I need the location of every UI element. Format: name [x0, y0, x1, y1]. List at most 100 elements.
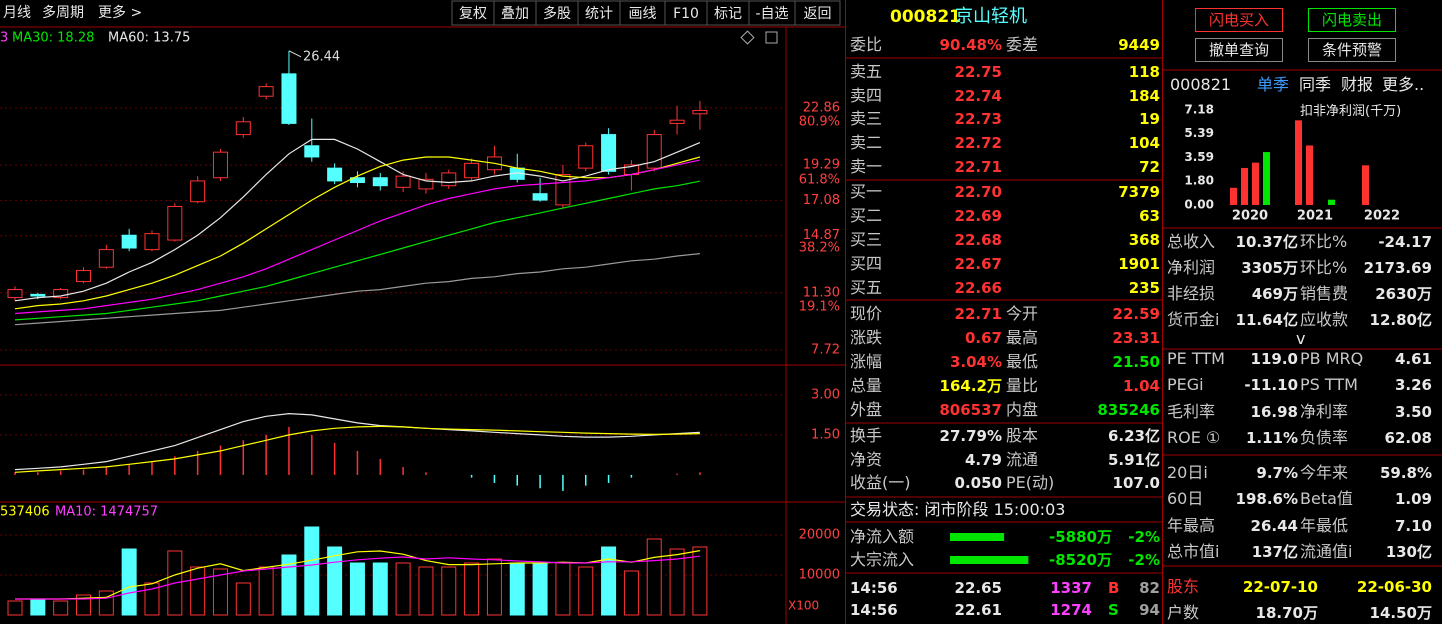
value: 4.61 — [1394, 350, 1432, 368]
label: 60日 — [1167, 489, 1204, 508]
volume-bar — [395, 562, 411, 616]
toolbar-button[interactable] — [794, 0, 841, 26]
toolbar-label[interactable]: 叠加 — [501, 6, 529, 22]
y-tick-label: 7.72 — [811, 342, 840, 357]
label: 净流入额 — [850, 527, 915, 546]
price: 22.68 — [954, 231, 1002, 249]
toolbar-label[interactable]: 画线 — [629, 6, 657, 22]
side: B — [1108, 579, 1120, 597]
value: 198.6% — [1235, 490, 1298, 508]
label: 收益(一) — [850, 473, 911, 492]
max-annotation: 26.44 — [303, 49, 340, 64]
count: 94 — [1139, 601, 1160, 619]
candle-body — [281, 73, 297, 124]
action-button[interactable]: 撤单查询 — [1195, 38, 1283, 62]
bar — [1252, 162, 1259, 205]
action-button[interactable]: 闪电卖出 — [1308, 8, 1396, 32]
value: 18.70万 — [1255, 604, 1318, 622]
label: PB MRQ — [1300, 349, 1364, 368]
volume-bar — [75, 594, 91, 616]
expand-toggle[interactable]: v — [1296, 329, 1306, 348]
volume-bar — [7, 600, 23, 616]
label: 买五 — [850, 278, 883, 297]
volume-bar — [692, 546, 708, 616]
toolbar-button[interactable] — [535, 0, 579, 26]
ma-line — [14, 138, 701, 302]
candle-body — [7, 289, 23, 299]
candle-body — [464, 162, 480, 179]
icon[interactable] — [740, 30, 755, 45]
flow-bar — [950, 556, 1029, 564]
volume-bar — [304, 526, 320, 616]
volume: 184 — [1128, 87, 1160, 105]
toolbar-item: 更多 > — [98, 5, 143, 21]
label: 流通 — [1006, 450, 1039, 469]
candle-body — [692, 109, 708, 115]
value: 14.50万 — [1369, 604, 1432, 622]
bar — [1263, 152, 1270, 205]
label: 最高 — [1006, 328, 1039, 347]
value: 90.48% — [939, 36, 1002, 54]
action-button[interactable]: 条件预警 — [1308, 38, 1396, 62]
volume-ma — [15, 555, 700, 600]
value: 6.23亿 — [1107, 427, 1160, 445]
tab[interactable]: 更多.. — [1382, 75, 1425, 94]
y-tick-label: 22.86 — [803, 101, 840, 116]
toolbar-label[interactable]: 复权 — [459, 5, 487, 22]
bar — [1230, 187, 1237, 205]
toolbar-button[interactable] — [748, 0, 796, 26]
candle-body — [327, 167, 343, 182]
value: 0.67 — [964, 329, 1002, 347]
toolbar-label[interactable]: 多股 — [543, 5, 571, 22]
label: ROE ① — [1167, 428, 1221, 447]
tab[interactable]: 同季 — [1299, 75, 1332, 94]
toolbar-button[interactable] — [451, 0, 495, 26]
candle-body — [258, 86, 274, 97]
label: 量比 — [1006, 376, 1039, 395]
price: 22.75 — [954, 63, 1002, 81]
side: S — [1108, 601, 1119, 619]
candle-body — [601, 134, 617, 172]
ratio-label: 19.1% — [799, 299, 840, 314]
value: 16.98 — [1250, 403, 1298, 421]
volume: 104 — [1128, 134, 1160, 152]
volume: 1901 — [1118, 255, 1160, 273]
value: 806537 — [939, 401, 1002, 419]
value: 10.37亿 — [1235, 233, 1298, 251]
y-tick-label: 0.00 — [1184, 198, 1214, 212]
ratio-label: 80.9% — [799, 115, 840, 130]
bar — [1328, 199, 1335, 205]
value: 2173.69 — [1363, 259, 1432, 277]
volume-bar — [235, 582, 251, 616]
price: 22.65 — [954, 579, 1002, 597]
toolbar-label[interactable]: 统计 — [585, 6, 613, 22]
tab[interactable]: 财报 — [1341, 75, 1374, 94]
toolbar-label[interactable]: 标记 — [714, 6, 742, 22]
toolbar-label[interactable]: F10 — [673, 6, 699, 22]
label: PEGi — [1167, 375, 1204, 394]
value: 1.04 — [1122, 377, 1160, 395]
candle-body — [190, 180, 206, 203]
icon[interactable] — [765, 31, 778, 44]
label: 卖三 — [850, 109, 883, 128]
label: 户数 — [1167, 603, 1200, 622]
toolbar-label[interactable]: -自选 — [755, 6, 788, 22]
toolbar-button[interactable] — [664, 0, 708, 26]
volume-bar — [646, 538, 662, 616]
bar — [1362, 165, 1369, 205]
value: 7.10 — [1394, 517, 1432, 535]
y-tick-label: 20000 — [799, 528, 840, 543]
label: 委比 — [850, 35, 883, 54]
volume-bar — [441, 566, 457, 616]
toolbar-label[interactable]: 返回 — [804, 6, 832, 22]
toolbar-button[interactable] — [619, 0, 666, 26]
volume: 63 — [1139, 207, 1160, 225]
bar — [1295, 120, 1302, 205]
dif-line — [14, 412, 700, 471]
action-button[interactable]: 闪电买入 — [1195, 8, 1283, 32]
volume-bar — [258, 566, 274, 616]
candle-body — [167, 205, 183, 241]
tab[interactable]: 单季 — [1257, 75, 1290, 94]
value: 22.59 — [1112, 305, 1160, 323]
y-tick-label: 14.87 — [803, 228, 840, 243]
